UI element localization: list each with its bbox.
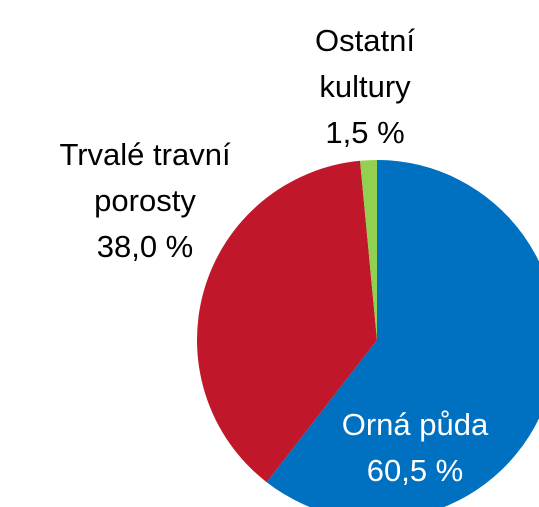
pie-slice xyxy=(360,160,377,340)
value-label: 38,0 % xyxy=(96,229,194,264)
slice-label: Orná půda xyxy=(341,407,489,442)
slice-label: Trvalé travní porosty xyxy=(59,137,231,218)
pie-slice xyxy=(266,160,539,507)
pie-slice xyxy=(196,160,377,483)
value-label: 60,5 % xyxy=(366,453,464,488)
slice-label: Ostatní kultury xyxy=(315,23,415,104)
value-label: 1,5 % xyxy=(325,115,405,150)
